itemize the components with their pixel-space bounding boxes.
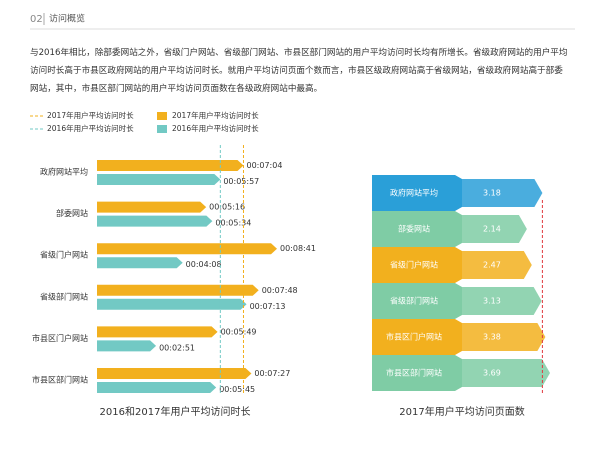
value-label: 00:07:13 (250, 302, 286, 311)
value-label: 00:07:27 (254, 369, 290, 378)
ribbon (455, 179, 543, 207)
bar (97, 201, 207, 213)
value-label: 00:02:51 (159, 343, 195, 352)
chart-title: 2017年用户平均访问页面数 (399, 405, 524, 418)
value-label: 2.47 (483, 261, 501, 270)
value-label: 00:05:45 (219, 385, 255, 394)
value-label: 00:05:34 (215, 219, 251, 228)
bar (97, 284, 259, 296)
bar (97, 382, 217, 393)
ribbon (455, 215, 527, 243)
legend-swatch (157, 125, 167, 133)
category-label: 省级门户网站 (390, 260, 438, 270)
category-label: 省级部门网站 (40, 291, 88, 301)
bar (97, 326, 218, 338)
bar (97, 368, 252, 379)
label-block (372, 175, 462, 211)
legend-label: 2017年用户平均访问时长 (47, 110, 134, 120)
value-label: 00:05:49 (221, 327, 257, 336)
value-label: 00:07:04 (246, 161, 282, 170)
ribbon (455, 251, 532, 279)
category-label: 市县区门户网站 (32, 333, 88, 343)
ribbon (455, 359, 550, 387)
section-number: 02 (30, 14, 43, 25)
value-label: 00:05:57 (223, 177, 259, 186)
value-label: 00:05:16 (209, 203, 245, 212)
value-label: 00:07:48 (262, 286, 298, 295)
section-title: 访问概览 (49, 13, 85, 25)
bar (97, 160, 244, 171)
category-label: 省级门户网站 (40, 250, 88, 260)
paragraph: 与2016年相比，除部委网站之外，省级门户网站、省级部门网站、市县区部门网站的用… (30, 48, 568, 94)
category-label: 市县区部门网站 (32, 375, 88, 385)
value-label: 00:08:41 (280, 244, 316, 253)
chart-title: 2016和2017年用户平均访问时长 (100, 405, 251, 418)
category-label: 部委网站 (56, 208, 88, 218)
ribbon (455, 323, 546, 351)
bar (97, 340, 157, 352)
value-label: 3.69 (483, 369, 501, 378)
value-label: 3.38 (483, 333, 501, 342)
category-label: 市县区部门网站 (386, 368, 442, 378)
bar (97, 215, 213, 227)
category-label: 部委网站 (398, 224, 430, 234)
ribbon (455, 287, 542, 315)
value-label: 3.13 (483, 297, 501, 306)
value-label: 00:04:08 (186, 260, 222, 269)
category-label: 市县区门户网站 (386, 332, 442, 342)
category-label: 政府网站平均 (40, 167, 88, 177)
category-label: 政府网站平均 (390, 188, 438, 198)
label-block (372, 247, 462, 283)
label-block (372, 355, 462, 391)
value-label: 2.14 (483, 225, 501, 234)
legend-label: 2017年用户平均访问时长 (172, 110, 259, 120)
bar (97, 257, 183, 269)
value-label: 3.18 (483, 189, 501, 198)
category-label: 省级部门网站 (390, 296, 438, 306)
label-block (372, 319, 462, 355)
legend-label: 2016年用户平均访问时长 (47, 123, 134, 133)
bar (97, 298, 247, 310)
label-block (372, 211, 462, 247)
bar (97, 174, 221, 185)
label-block (372, 283, 462, 319)
legend-label: 2016年用户平均访问时长 (172, 123, 259, 133)
legend-swatch (157, 112, 167, 120)
bar (97, 243, 277, 255)
